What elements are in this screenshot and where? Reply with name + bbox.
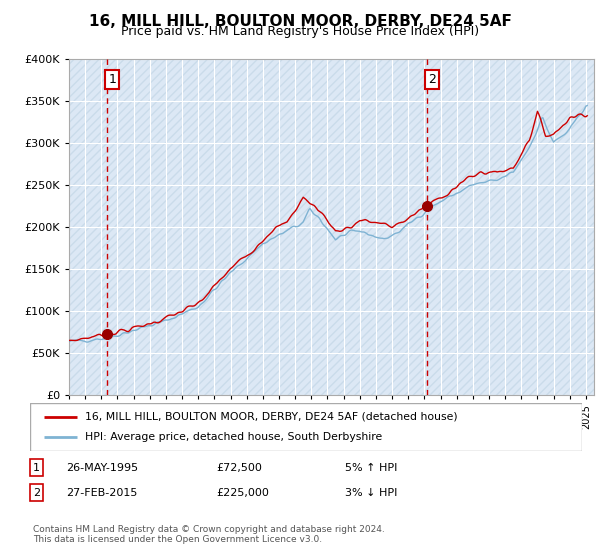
Text: 5% ↑ HPI: 5% ↑ HPI [345,463,397,473]
Line: 16, MILL HILL, BOULTON MOOR, DERBY, DE24 5AF (detached house): 16, MILL HILL, BOULTON MOOR, DERBY, DE24… [69,111,587,340]
Text: £225,000: £225,000 [216,488,269,498]
HPI: Average price, detached house, South Derbyshire: (2.02e+03, 3.21e+05): Average price, detached house, South Der… [542,122,549,128]
Text: Price paid vs. HM Land Registry's House Price Index (HPI): Price paid vs. HM Land Registry's House … [121,25,479,38]
16, MILL HILL, BOULTON MOOR, DERBY, DE24 5AF (detached house) [371,219,378,226]
16, MILL HILL, BOULTON MOOR, DERBY, DE24 5AF (detached house) [436,195,443,202]
HPI: Average price, detached house, South Derbyshire: (1.99e+03, 6.27e+04): Average price, detached house, South Der… [84,339,91,346]
Text: 2: 2 [33,488,40,498]
Text: 27-FEB-2015: 27-FEB-2015 [66,488,137,498]
Text: 1: 1 [109,73,116,86]
16, MILL HILL, BOULTON MOOR, DERBY, DE24 5AF (detached house) [534,108,541,115]
16, MILL HILL, BOULTON MOOR, DERBY, DE24 5AF (detached house) [344,224,351,231]
Text: 16, MILL HILL, BOULTON MOOR, DERBY, DE24 5AF (detached house): 16, MILL HILL, BOULTON MOOR, DERBY, DE24… [85,412,458,422]
16, MILL HILL, BOULTON MOOR, DERBY, DE24 5AF (detached house) [495,169,502,175]
Text: 3% ↓ HPI: 3% ↓ HPI [345,488,397,498]
HPI: Average price, detached house, South Derbyshire: (2.01e+03, 1.95e+05): Average price, detached house, South Der… [346,228,353,235]
Text: 26-MAY-1995: 26-MAY-1995 [66,463,138,473]
Line: HPI: Average price, detached house, South Derbyshire: HPI: Average price, detached house, Sout… [69,105,587,342]
HPI: Average price, detached house, South Derbyshire: (1.99e+03, 6.34e+04): Average price, detached house, South Der… [65,338,73,345]
Text: 16, MILL HILL, BOULTON MOOR, DERBY, DE24 5AF: 16, MILL HILL, BOULTON MOOR, DERBY, DE24… [89,14,511,29]
FancyBboxPatch shape [30,403,582,451]
16, MILL HILL, BOULTON MOOR, DERBY, DE24 5AF (detached house) [65,337,73,344]
Text: 1: 1 [33,463,40,473]
Text: 2: 2 [428,73,436,86]
HPI: Average price, detached house, South Derbyshire: (2.02e+03, 2.57e+05): Average price, detached house, South Der… [496,175,503,182]
HPI: Average price, detached house, South Derbyshire: (2.03e+03, 3.44e+05): Average price, detached house, South Der… [584,102,591,109]
16, MILL HILL, BOULTON MOOR, DERBY, DE24 5AF (detached house) [542,133,549,139]
Text: HPI: Average price, detached house, South Derbyshire: HPI: Average price, detached house, Sout… [85,432,382,442]
HPI: Average price, detached house, South Derbyshire: (2.02e+03, 2.3e+05): Average price, detached house, South Der… [437,198,444,205]
Text: £72,500: £72,500 [216,463,262,473]
HPI: Average price, detached house, South Derbyshire: (2.01e+03, 1.88e+05): Average price, detached house, South Der… [373,234,380,241]
16, MILL HILL, BOULTON MOOR, DERBY, DE24 5AF (detached house) [271,225,278,231]
HPI: Average price, detached house, South Derbyshire: (2.01e+03, 1.89e+05): Average price, detached house, South Der… [273,233,280,240]
Text: Contains HM Land Registry data © Crown copyright and database right 2024.
This d: Contains HM Land Registry data © Crown c… [33,525,385,544]
16, MILL HILL, BOULTON MOOR, DERBY, DE24 5AF (detached house) [584,113,591,119]
